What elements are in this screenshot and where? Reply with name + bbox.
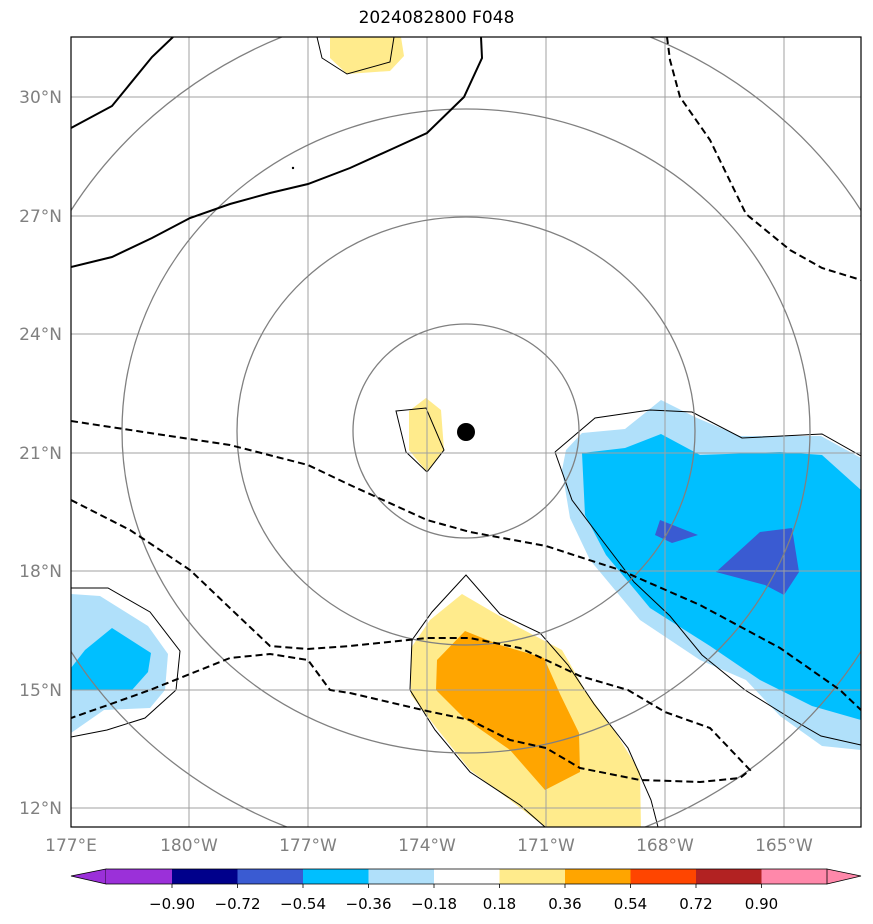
- colorbar-segment: [172, 869, 238, 884]
- colorbar-label: 0.18: [483, 895, 516, 913]
- colorbar-segment: [696, 869, 762, 884]
- lon-label: 177°E: [45, 836, 97, 856]
- solid-contours: [71, 37, 484, 268]
- lat-label: 15°N: [19, 681, 62, 701]
- map-area: [71, 37, 861, 827]
- colorbar-label: 0.90: [745, 895, 778, 913]
- colorbar-segment: [368, 869, 434, 884]
- colorbar-segment: [303, 869, 369, 884]
- map-title: 2024082800 F048: [358, 8, 515, 28]
- colorbar-label: 0.72: [679, 895, 712, 913]
- colorbar: −0.90 −0.72 −0.54 −0.36 −0.18 0.18 0.36 …: [70, 868, 862, 913]
- graticule-grid: [71, 37, 861, 827]
- lat-label: 27°N: [19, 207, 62, 227]
- distance-rings: [71, 37, 861, 827]
- colorbar-label: −0.54: [280, 895, 326, 913]
- colorbar-label: −0.18: [411, 895, 457, 913]
- colorbar-segment: [237, 869, 303, 884]
- contour-speck: [291, 166, 295, 170]
- lat-label: 12°N: [19, 799, 62, 819]
- map-frame: [70, 36, 862, 828]
- shaded-field-southwest-blue: [71, 587, 181, 738]
- colorbar-label: −0.72: [215, 895, 261, 913]
- colorbar-label: −0.36: [346, 895, 392, 913]
- colorbar-segment: [565, 869, 631, 884]
- colorbar-segment: [499, 869, 565, 884]
- lon-label: 180°W: [160, 836, 218, 856]
- lat-label: 24°N: [19, 325, 62, 345]
- colorbar-label: 0.54: [614, 895, 647, 913]
- shaded-field-upper-yellow: [316, 37, 404, 75]
- shaded-field-center-yellow: [395, 398, 445, 473]
- storm-center-marker: [457, 423, 475, 441]
- latitude-labels: 30°N 27°N 24°N 21°N 18°N 15°N 12°N: [19, 88, 62, 819]
- colorbar-segment: [106, 869, 172, 884]
- lat-label: 21°N: [19, 444, 62, 464]
- colorbar-label: 0.36: [548, 895, 581, 913]
- lon-label: 177°W: [279, 836, 337, 856]
- lat-label: 18°N: [19, 562, 62, 582]
- lon-label: 165°W: [755, 836, 813, 856]
- colorbar-min-extend: [70, 868, 107, 885]
- colorbar-segment: [630, 869, 696, 884]
- colorbar-label: −0.90: [149, 895, 195, 913]
- lat-label: 30°N: [19, 88, 62, 108]
- shaded-field-south-yellow-orange: [409, 574, 659, 827]
- shaded-field-east-blue: [554, 400, 861, 750]
- dashed-contours: [71, 37, 861, 784]
- colorbar-max-extend: [826, 868, 862, 885]
- longitude-labels: 177°E 180°W 177°W 174°W 171°W 168°W 165°…: [45, 836, 813, 856]
- lon-label: 168°W: [636, 836, 694, 856]
- lon-label: 174°W: [398, 836, 456, 856]
- colorbar-segment: [434, 869, 500, 884]
- lon-label: 171°W: [517, 836, 575, 856]
- colorbar-segment: [761, 869, 827, 884]
